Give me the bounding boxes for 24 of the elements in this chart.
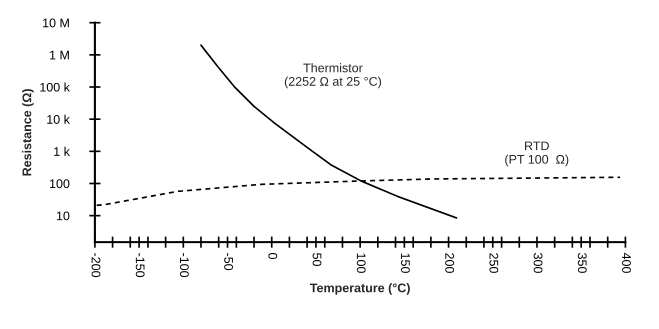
y-tick-label: 1 M — [50, 50, 69, 60]
x-tick-label: 150 — [400, 254, 410, 273]
y-tick-label: 100 k — [40, 82, 70, 92]
x-tick-label: 0 — [268, 253, 278, 260]
x-tick-label: 100 — [356, 254, 366, 273]
y-tick-label: 10 M — [43, 18, 69, 28]
y-tick-label: 10 — [56, 211, 70, 220]
x-tick-label: 350 — [578, 253, 587, 273]
y-axis-title: Resistance (Ω) — [22, 89, 34, 176]
x-tick-label: -200 — [92, 253, 100, 278]
y-tick-label: 10 k — [47, 114, 70, 124]
x-tick-label: -50 — [224, 253, 234, 270]
series-label: RTD (PT 100 Ω) — [505, 142, 568, 166]
x-tick-label: 200 — [445, 253, 454, 273]
y-tick-label: 100 — [50, 179, 70, 188]
x-tick-label: 300 — [534, 253, 542, 273]
y-tick-label: 1 k — [54, 146, 70, 156]
x-tick-label: 250 — [489, 253, 498, 273]
text: Thermistor (2252 Ω at 25 °C) — [284, 63, 382, 88]
x-tick-label: 50 — [312, 253, 322, 266]
x-tick-label: 400 — [622, 252, 631, 273]
x-axis-title: Temperature (°C) — [310, 283, 410, 295]
x-tick-label: -100 — [180, 253, 189, 278]
x-tick-label: -150 — [136, 253, 145, 278]
